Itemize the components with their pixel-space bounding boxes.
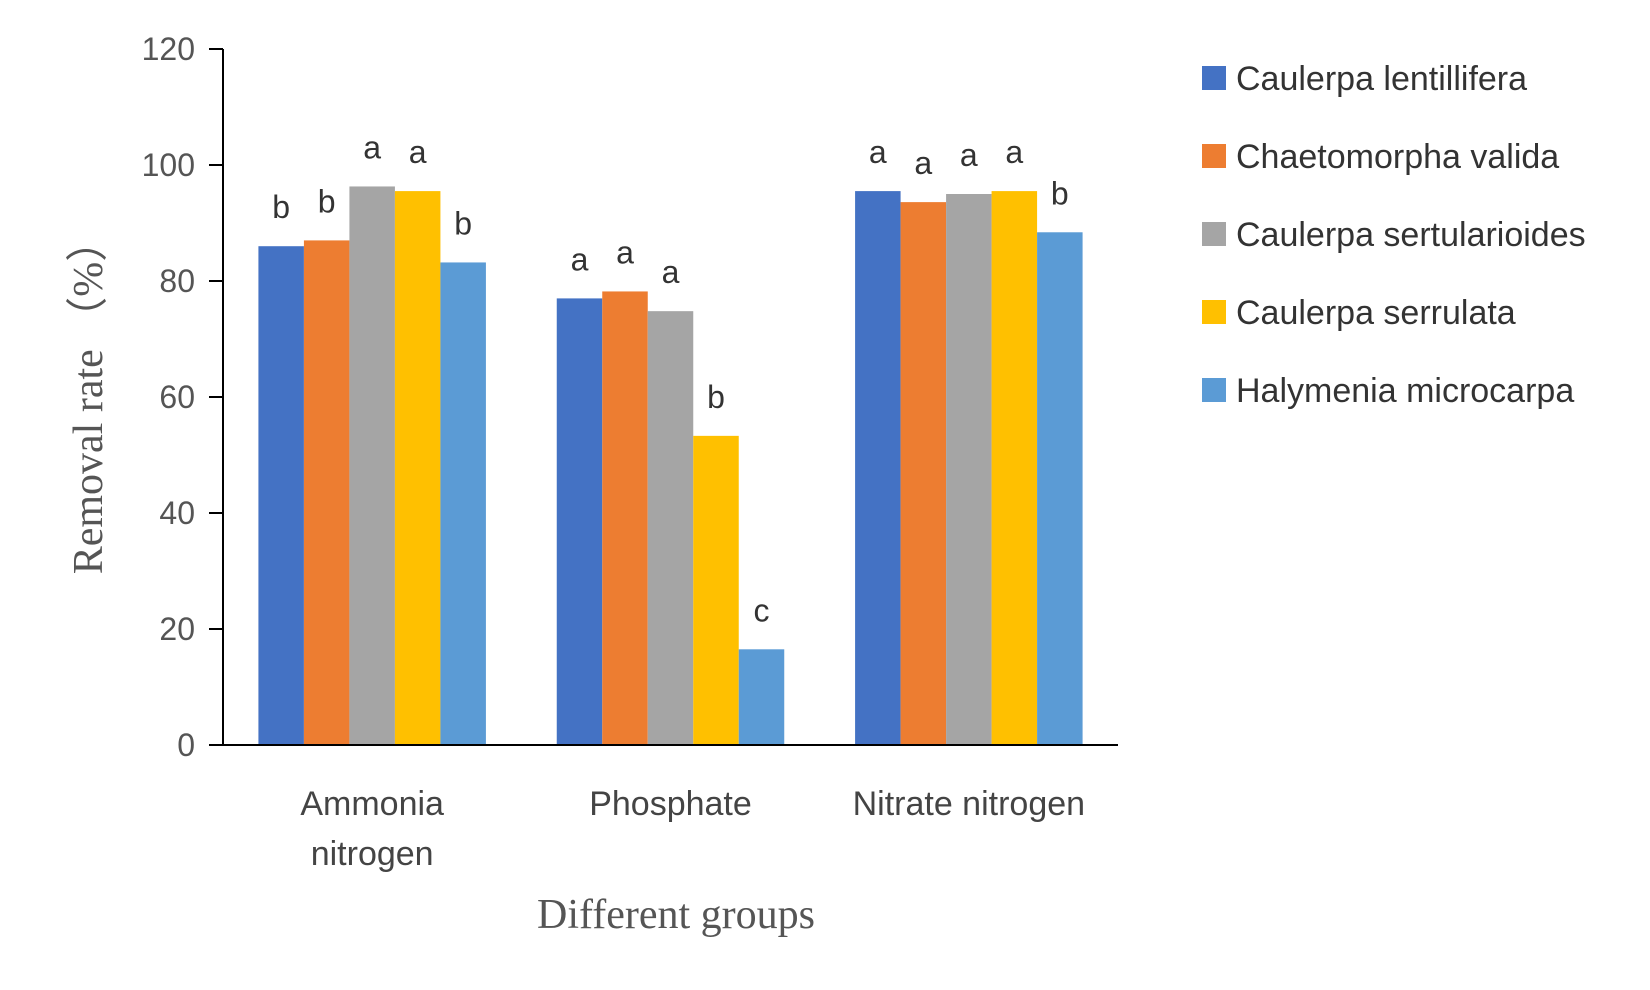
y-tick-label: 0 xyxy=(177,727,195,763)
significance-label: b xyxy=(1051,175,1069,211)
legend-swatch xyxy=(1202,66,1226,90)
significance-label: a xyxy=(571,241,589,277)
significance-label: a xyxy=(409,134,427,170)
significance-label: a xyxy=(960,137,978,173)
x-axis-title: Different groups xyxy=(537,892,815,938)
significance-label: a xyxy=(1005,134,1023,170)
legend-swatch xyxy=(1202,222,1226,246)
x-category-label: Nitrate nitrogen xyxy=(853,785,1085,823)
significance-label: a xyxy=(616,234,634,270)
legend: Caulerpa lentillifera Chaetomorpha valida… xyxy=(1202,60,1586,410)
y-axis-title: Removal rate （%） xyxy=(66,220,112,575)
y-tick-label: 120 xyxy=(142,31,195,67)
significance-label: b xyxy=(707,379,725,415)
bar xyxy=(349,186,395,745)
bar xyxy=(1037,232,1083,745)
x-category-label: nitrogen xyxy=(311,835,434,873)
legend-swatch xyxy=(1202,300,1226,324)
legend-swatch xyxy=(1202,378,1226,402)
bar xyxy=(738,649,785,745)
y-tick-label: 100 xyxy=(142,147,195,183)
legend-label: Halymenia microcarpa xyxy=(1236,372,1574,410)
y-tick-label: 60 xyxy=(159,379,195,415)
bar xyxy=(258,246,304,745)
significance-label: b xyxy=(318,183,336,219)
significance-label: a xyxy=(869,134,887,170)
legend-swatch xyxy=(1202,144,1226,168)
bar xyxy=(556,298,603,745)
bar xyxy=(647,311,694,745)
category-labels: Ammonia nitrogen Phosphate Nitrate nitrogen xyxy=(300,785,1085,873)
y-tick-label: 80 xyxy=(159,263,195,299)
y-tick-label: 20 xyxy=(159,611,195,647)
bar xyxy=(394,191,441,746)
bars-layer xyxy=(258,186,1083,746)
bar xyxy=(946,194,992,745)
significance-label: a xyxy=(662,254,680,290)
bar xyxy=(991,191,1038,746)
significance-label: c xyxy=(754,592,770,628)
significance-label: a xyxy=(363,129,381,165)
bar xyxy=(693,435,739,745)
y-axis: 0 20 40 60 80 100 120 xyxy=(142,31,224,763)
legend-label: Caulerpa sertularioides xyxy=(1236,216,1586,254)
bar xyxy=(900,202,947,745)
significance-label: b xyxy=(454,205,472,241)
x-category-label: Phosphate xyxy=(589,785,752,823)
bar xyxy=(303,240,350,745)
legend-label: Chaetomorpha valida xyxy=(1236,138,1559,176)
bar xyxy=(440,262,486,745)
significance-label: a xyxy=(914,145,932,181)
legend-label: Caulerpa serrulata xyxy=(1236,294,1516,332)
significance-label: b xyxy=(272,189,290,225)
y-tick-label: 40 xyxy=(159,495,195,531)
x-category-label: Ammonia xyxy=(300,785,444,823)
legend-label: Caulerpa lentillifera xyxy=(1236,60,1527,98)
bar xyxy=(855,191,901,746)
bar xyxy=(602,291,648,745)
